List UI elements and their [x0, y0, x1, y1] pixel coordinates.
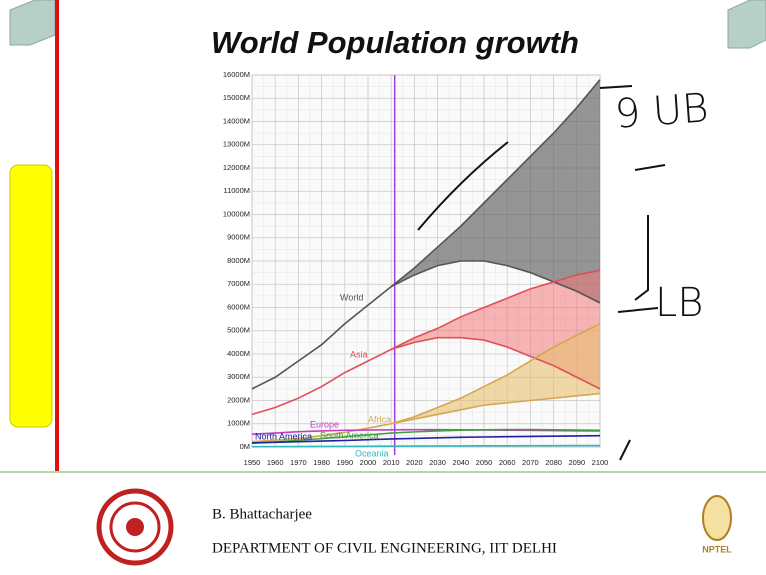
y-tick-label: 10000M — [223, 209, 250, 218]
y-tick-label: 6000M — [227, 302, 250, 311]
x-tick-label: 2100 — [592, 458, 609, 467]
x-tick-label: 2060 — [499, 458, 516, 467]
x-tick-label: 1950 — [244, 458, 261, 467]
y-tick-label: 11000M — [223, 186, 250, 195]
x-tick-label: 2090 — [568, 458, 585, 467]
series-line — [390, 260, 601, 304]
y-tick-label: 13000M — [223, 140, 250, 149]
series-label: Asia — [350, 349, 368, 359]
series-line — [251, 434, 601, 444]
series-line — [251, 428, 601, 444]
y-tick-label: 1000M — [227, 419, 250, 428]
x-tick-label: 2010 — [383, 458, 400, 467]
nptel-logo — [702, 495, 732, 541]
x-tick-label: 2070 — [522, 458, 539, 467]
x-tick-label: 2020 — [406, 458, 423, 467]
x-tick-label: 1990 — [336, 458, 353, 467]
iit-logo — [109, 501, 161, 553]
series-line — [251, 428, 601, 436]
handwritten-note: 9 UB — [613, 85, 710, 137]
y-tick-label: 3000M — [227, 372, 250, 381]
series-line — [390, 336, 601, 390]
series-label: Europe — [310, 419, 339, 429]
series-line — [251, 285, 392, 390]
y-tick-label: 5000M — [227, 326, 250, 335]
y-tick-label: 12000M — [223, 163, 250, 172]
series-line — [251, 348, 392, 416]
nptel-text: NPTEL — [702, 544, 732, 554]
y-tick-label: 8000M — [227, 256, 250, 265]
series-line — [251, 444, 601, 448]
series-label: World — [340, 292, 363, 302]
x-tick-label: 1980 — [313, 458, 330, 467]
y-tick-label: 9000M — [227, 233, 250, 242]
series-label: Oceania — [355, 448, 389, 458]
x-tick-label: 1970 — [290, 458, 307, 467]
iit-logo — [96, 488, 174, 566]
x-tick-label: 1960 — [267, 458, 284, 467]
series-line — [390, 79, 601, 288]
pen-stroke — [417, 85, 666, 461]
series-line — [390, 269, 601, 351]
series-line — [390, 323, 601, 425]
iit-logo — [126, 518, 144, 536]
author: B. Bhattacharjee — [212, 506, 312, 522]
series-line — [391, 392, 601, 425]
chart: 0M 1000M 2000M 3000M 4000M 5000M 6000M 7000M 800… — [223, 70, 608, 467]
y-tick-label: 4000M — [227, 349, 250, 358]
department: DEPARTMENT OF CIVIL ENGINEERING, IIT DEL… — [212, 540, 557, 556]
corner-cube — [727, 0, 766, 49]
series-line — [251, 422, 392, 443]
x-tick-label: 2030 — [429, 458, 446, 467]
y-tick-label: 14000M — [223, 116, 250, 125]
x-tick-label: 2080 — [545, 458, 562, 467]
y-tick-label: 0M — [240, 442, 250, 451]
x-tick-label: 2000 — [360, 458, 377, 467]
series-label: Africa — [368, 414, 391, 424]
x-tick-label: 2050 — [476, 458, 493, 467]
slide-title: World Population growth — [211, 25, 579, 60]
series-label: South America — [320, 430, 379, 440]
y-tick-label: 7000M — [227, 279, 250, 288]
y-tick-label: 16000M — [223, 70, 250, 79]
handwritten-note: LB — [655, 280, 703, 326]
y-tick-label: 2000M — [227, 395, 250, 404]
y-tick-label: 15000M — [223, 93, 250, 102]
yellow-bar — [9, 164, 53, 428]
series-label: North America — [255, 431, 312, 441]
x-tick-label: 2040 — [452, 458, 469, 467]
corner-cube — [9, 0, 56, 46]
